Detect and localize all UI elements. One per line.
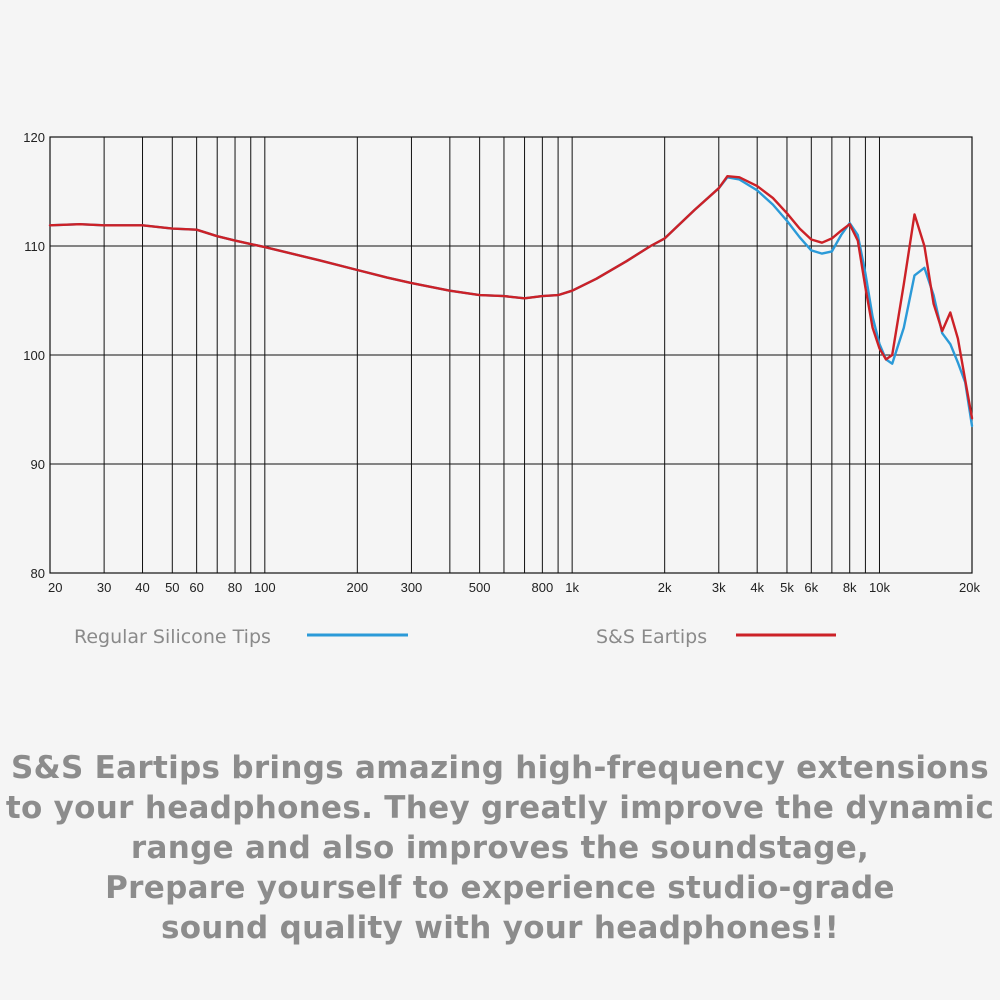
x-tick-label: 30: [97, 580, 111, 595]
y-tick-label: 110: [24, 239, 45, 254]
y-tick-label: 100: [23, 348, 45, 363]
x-tick-label: 100: [254, 580, 276, 595]
x-tick-label: 200: [346, 580, 368, 595]
frequency-response-chart: 80 90 100 110 120 20 30 40 50 60 80 100 200 300 500 800…: [23, 130, 980, 648]
x-tick-label: 4k: [750, 580, 764, 595]
x-tick-label: 80: [228, 580, 242, 595]
x-tick-label: 20: [48, 580, 62, 595]
x-tick-label: 50: [165, 580, 179, 595]
caption-line: S&S Eartips brings amazing high-frequenc…: [11, 750, 989, 786]
x-tick-label: 2k: [658, 580, 672, 595]
chart-legend: Regular Silicone Tips S&S Eartips: [74, 626, 836, 648]
y-tick-label: 90: [31, 457, 45, 472]
plot-frame: [49, 136, 973, 574]
x-tick-label: 40: [135, 580, 149, 595]
caption-line: range and also improves the soundstage,: [130, 830, 870, 866]
y-tick-label: 80: [31, 566, 45, 581]
chart-tick-labels: 80 90 100 110 120 20 30 40 50 60 80 100 200 300 500 800…: [23, 130, 980, 595]
caption-line: sound quality with your headphones!!: [160, 910, 840, 946]
x-tick-label: 1k: [565, 580, 579, 595]
chart-series: [48, 174, 974, 428]
series-line-regular-silicone-tips: [48, 176, 974, 428]
x-tick-label: 800: [532, 580, 554, 595]
x-tick-label: 8k: [843, 580, 857, 595]
caption-line: to your headphones. They greatly improve…: [5, 790, 995, 826]
y-tick-label: 120: [23, 130, 45, 145]
legend-label-regular-silicone-tips: Regular Silicone Tips: [74, 626, 271, 648]
x-tick-label: 300: [401, 580, 423, 595]
legend-label-ss-eartips: S&S Eartips: [596, 626, 707, 648]
x-tick-label: 3k: [712, 580, 726, 595]
series-line-ss-eartips: [48, 174, 974, 420]
x-tick-label: 20k: [959, 580, 980, 595]
x-tick-label: 500: [469, 580, 491, 595]
caption-line: Prepare yourself to experience studio-gr…: [105, 870, 895, 906]
x-tick-label: 6k: [804, 580, 818, 595]
chart-grid: [49, 136, 973, 574]
promo-caption: S&S Eartips brings amazing high-frequenc…: [0, 748, 1000, 948]
x-tick-label: 10k: [869, 580, 890, 595]
x-tick-label: 60: [189, 580, 203, 595]
x-tick-label: 5k: [780, 580, 794, 595]
